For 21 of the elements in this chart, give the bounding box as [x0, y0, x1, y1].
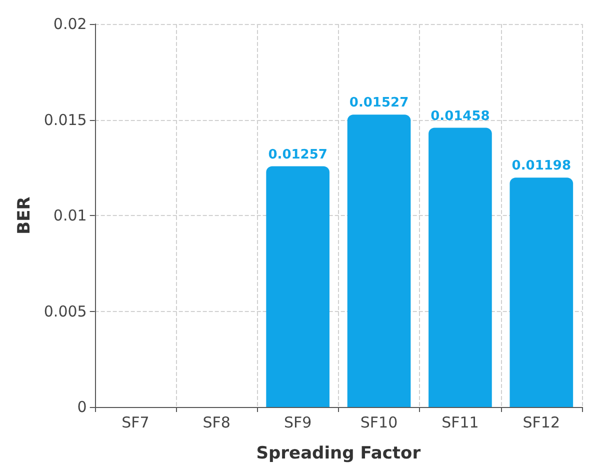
x-tick-label: SF10 [360, 414, 398, 432]
y-tick-label: 0.005 [44, 302, 87, 320]
bar [266, 166, 330, 407]
data-label: 0.01527 [349, 96, 409, 111]
x-tick-label: SF8 [202, 414, 230, 432]
x-axis-title: Spreading Factor [256, 444, 422, 464]
x-tick-label: SF11 [442, 414, 479, 432]
data-label: 0.01198 [512, 158, 572, 174]
x-tick-label: SF12 [522, 414, 560, 432]
data-label: 0.01458 [430, 108, 490, 124]
y-tick-label: 0.02 [53, 15, 87, 33]
data-label: 0.01257 [268, 147, 328, 162]
bar [428, 128, 492, 407]
bar [510, 178, 574, 407]
bar [347, 114, 411, 407]
y-tick-label: 0.015 [44, 110, 87, 129]
y-axis-title: BER [14, 196, 34, 234]
x-tick-label: SF7 [122, 414, 150, 432]
y-tick-label: 0 [77, 398, 87, 416]
y-tick-label: 0.01 [53, 206, 87, 224]
x-tick-label: SF9 [284, 414, 312, 432]
